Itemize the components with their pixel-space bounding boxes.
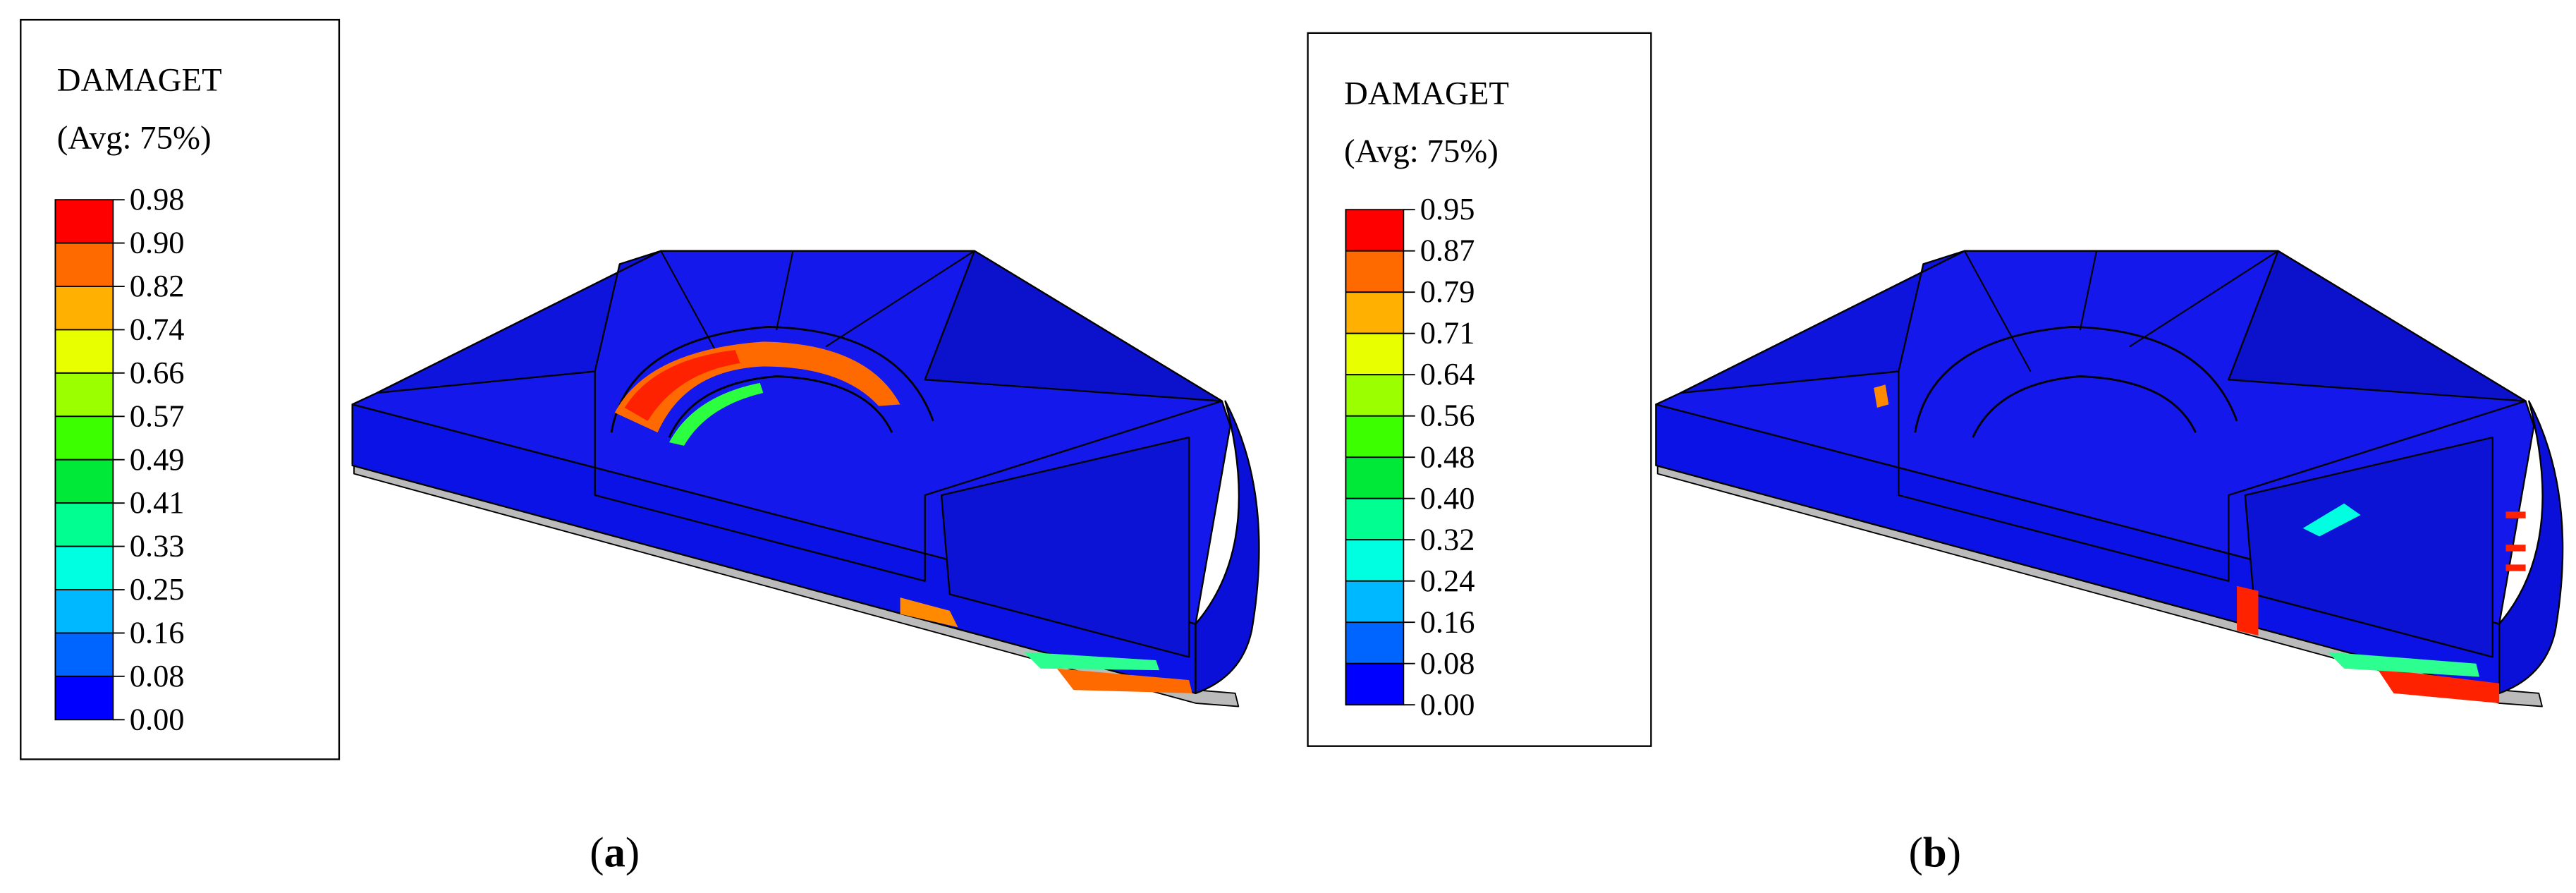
legend-label: 0.90 xyxy=(130,225,185,260)
ridge-lines xyxy=(1964,250,2279,372)
end-wall xyxy=(1195,400,1260,695)
legend-label: 0.57 xyxy=(130,398,185,433)
legend-band xyxy=(1345,662,1405,706)
legend-band xyxy=(54,632,114,677)
legend-band xyxy=(1345,415,1405,458)
legend-label: 0.56 xyxy=(1420,398,1475,433)
legend-label: 0.32 xyxy=(1420,521,1475,557)
legend-label: 0.40 xyxy=(1420,480,1475,516)
damage-base xyxy=(2237,585,2259,636)
legend-label: 0.82 xyxy=(130,268,185,303)
legend-label: 0.08 xyxy=(130,658,185,693)
legend-title: DAMAGET xyxy=(1344,75,1509,111)
fe-model xyxy=(351,250,1260,707)
legend-band xyxy=(54,329,114,374)
legend-band xyxy=(54,589,114,634)
inner-left xyxy=(1680,250,1966,394)
inner-left xyxy=(376,250,662,394)
legend-label: 0.16 xyxy=(1420,604,1475,639)
caption-letter: a xyxy=(604,830,625,877)
legend-band xyxy=(54,242,114,287)
legend-subtitle: (Avg: 75%) xyxy=(57,120,212,157)
caption-letter: b xyxy=(1923,830,1947,877)
legend-label: 0.41 xyxy=(130,485,185,520)
inner-right xyxy=(924,250,1223,402)
inner-right xyxy=(2228,250,2527,402)
damage-ramp xyxy=(2302,503,2361,537)
inner-front xyxy=(594,371,1223,582)
legend-label: 0.87 xyxy=(1420,233,1475,268)
damage-arc-red xyxy=(624,350,740,421)
legend-label: 0.74 xyxy=(130,311,185,346)
legend-label: 0.66 xyxy=(130,355,185,390)
legend-band xyxy=(54,675,114,721)
legend-band xyxy=(1345,374,1405,417)
ring-inner xyxy=(668,375,893,438)
legend-label: 0.71 xyxy=(1420,315,1475,351)
caption: (a) xyxy=(590,830,640,877)
legend-label: 0.95 xyxy=(1420,191,1475,226)
legend-band xyxy=(54,545,114,590)
legend-band xyxy=(54,415,114,461)
legend-label: 0.24 xyxy=(1420,563,1475,598)
legend-band xyxy=(1345,291,1405,334)
legend-band xyxy=(54,199,114,244)
legend-band xyxy=(1345,456,1405,499)
end-wall xyxy=(2498,400,2564,695)
legend-band xyxy=(54,372,114,418)
ring-inner xyxy=(1972,375,2197,438)
ring xyxy=(610,325,934,433)
inner-ramp xyxy=(940,436,1190,658)
damage-side xyxy=(2505,511,2526,571)
legend-band xyxy=(1345,580,1405,624)
inner-front xyxy=(1898,371,2526,582)
damage-end xyxy=(2376,668,2500,703)
legend-label: 0.00 xyxy=(1420,686,1475,722)
damage-base xyxy=(900,597,958,628)
legend-label: 0.48 xyxy=(1420,439,1475,474)
legend-label: 0.64 xyxy=(1420,356,1475,391)
legend-label: 0.98 xyxy=(130,181,185,217)
ring xyxy=(1914,325,2238,433)
legend-label: 0.33 xyxy=(130,528,185,564)
caption: (b) xyxy=(1909,830,1961,877)
legend-band xyxy=(1345,621,1405,664)
damage-end-green xyxy=(2327,652,2480,677)
legend-label: 0.79 xyxy=(1420,274,1475,309)
legend-subtitle: (Avg: 75%) xyxy=(1344,133,1498,169)
legend-band xyxy=(1345,539,1405,582)
damage-end-green xyxy=(1024,652,1159,671)
damage-arc-green xyxy=(669,382,764,446)
legend-label: 0.00 xyxy=(130,701,185,736)
legend-label: 0.08 xyxy=(1420,645,1475,681)
legend-band xyxy=(1345,250,1405,293)
fe-model xyxy=(1655,250,2564,707)
damage-corner xyxy=(1874,384,1889,408)
legend-band xyxy=(54,286,114,331)
legend-band xyxy=(1345,497,1405,541)
legend-title: DAMAGET xyxy=(57,62,222,99)
legend-band xyxy=(1345,332,1405,376)
legend-band xyxy=(1345,209,1405,252)
legend-label: 0.25 xyxy=(130,571,185,607)
damage-end xyxy=(1056,668,1192,693)
legend-label: 0.16 xyxy=(130,614,185,650)
legend-label: 0.49 xyxy=(130,442,185,477)
legend-band xyxy=(54,458,114,504)
inner-ramp xyxy=(2244,436,2493,658)
legend-band xyxy=(54,502,114,547)
